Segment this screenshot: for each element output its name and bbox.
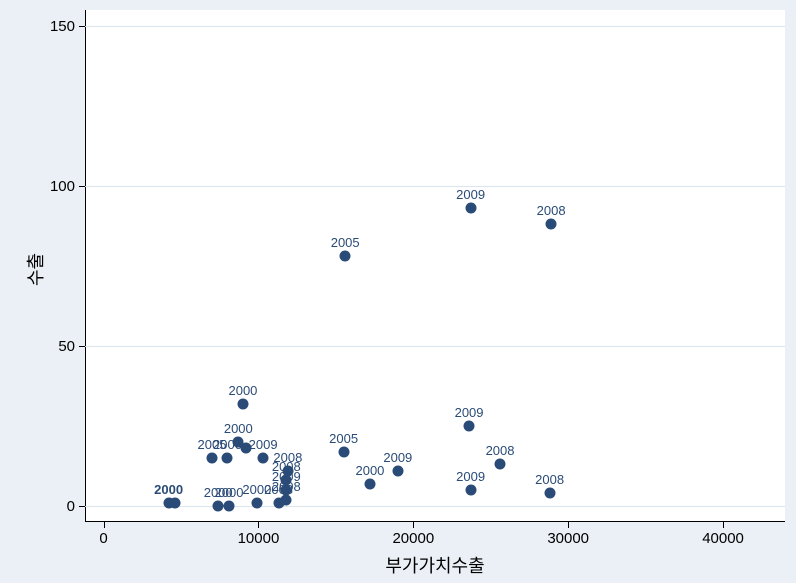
y-tick-label: 0 [67,498,75,515]
scatter-chart: 2000200020002005200020002000200020092008… [0,0,796,583]
y-axis-title: 수출 [22,253,48,286]
data-point [281,475,292,486]
data-point [224,501,235,512]
data-point [465,485,476,496]
data-point [465,203,476,214]
x-tick-mark [723,522,724,528]
y-tick-label: 150 [50,18,75,35]
y-tick-label: 50 [58,338,75,355]
data-label: 2000 [215,485,244,500]
data-label: 2009 [455,405,484,420]
x-tick-mark [568,522,569,528]
x-tick-label: 40000 [702,530,744,547]
y-tick-mark [79,506,85,507]
data-label: 2000 [154,482,183,497]
data-point [169,497,180,508]
gridline [85,186,785,187]
data-label: 2009 [456,187,485,202]
data-point [222,453,233,464]
data-label: 2005 [331,235,360,250]
data-point [237,398,248,409]
data-point [546,219,557,230]
data-point [495,459,506,470]
x-axis-title: 부가가치수출 [385,552,484,578]
x-tick-label: 20000 [392,530,434,547]
y-axis-line [85,10,86,522]
data-label: 2008 [273,450,302,465]
x-tick-mark [413,522,414,528]
data-point [251,497,262,508]
data-point [282,465,293,476]
data-label: 2008 [537,203,566,218]
data-point [544,488,555,499]
data-label: 2009 [383,450,412,465]
data-point [392,465,403,476]
data-point [364,478,375,489]
x-tick-label: 30000 [547,530,589,547]
data-label: 2000 [228,383,257,398]
x-tick-mark [104,522,105,528]
data-point [340,251,351,262]
x-tick-mark [258,522,259,528]
data-label: 2000 [224,421,253,436]
gridline [85,506,785,507]
data-label: 2009 [456,469,485,484]
y-tick-label: 100 [50,178,75,195]
x-tick-label: 0 [99,530,107,547]
x-tick-label: 10000 [238,530,280,547]
plot-area: 2000200020002005200020002000200020092008… [85,10,785,522]
data-point [281,494,292,505]
data-point [206,453,217,464]
gridline [85,346,785,347]
data-label: 2005 [329,431,358,446]
data-point [338,446,349,457]
data-point [258,453,269,464]
data-label: 2008 [535,472,564,487]
data-point [464,421,475,432]
data-label: 2000 [355,463,384,478]
y-tick-mark [79,186,85,187]
x-axis-line [85,521,785,522]
gridline [85,26,785,27]
y-tick-mark [79,346,85,347]
y-tick-mark [79,26,85,27]
data-point [213,501,224,512]
data-point [281,485,292,496]
data-label: 2008 [486,443,515,458]
